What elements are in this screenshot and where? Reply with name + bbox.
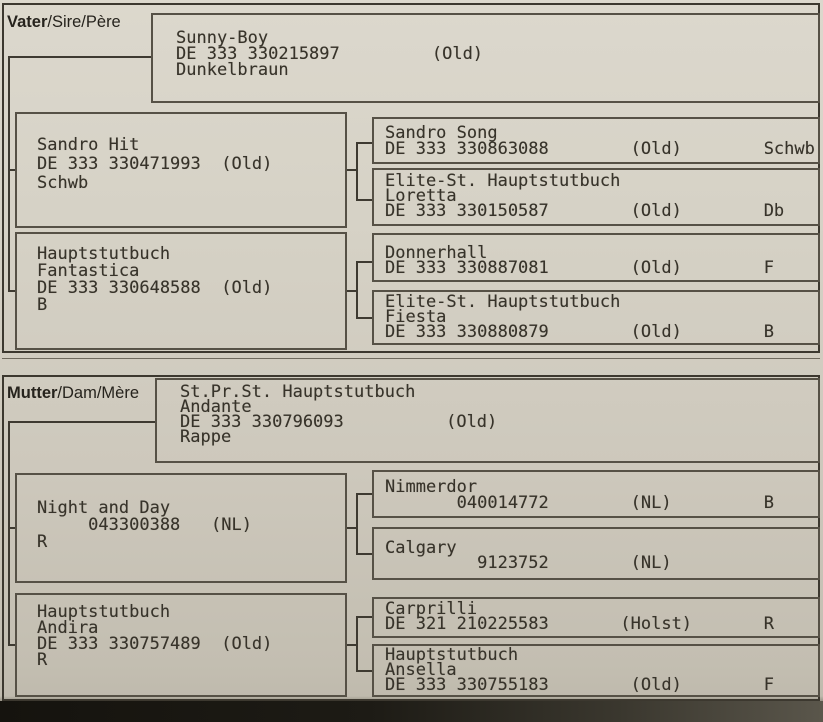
horse-name: Donnerhall: [385, 243, 488, 263]
horse-title: Hauptstutbuch: [37, 602, 171, 622]
sire-label-primary: Vater: [7, 13, 48, 31]
connector-line: [8, 56, 10, 292]
horse-name: Fantastica: [37, 261, 140, 281]
horse-registration-line: DE 333 330863088 (Old) Schwb: [385, 139, 815, 159]
connector-line: [8, 421, 10, 646]
scan-edge-bottom: [0, 701, 823, 722]
horse-name: Calgary: [385, 538, 457, 558]
horse-registration-line: 040014772 (NL) B: [385, 493, 774, 513]
horse-registration-line: DE 333 330150587 (Old) Db: [385, 201, 785, 221]
connector-line: [356, 493, 372, 495]
dam-label-secondary: /Dam/Mère: [57, 384, 140, 402]
horse-name: Sunny-Boy: [176, 28, 269, 48]
connector-line: [356, 616, 358, 672]
pedigree-box-dam: St.Pr.St. Hauptstutbuch Andante DE 333 3…: [155, 378, 820, 463]
sire-label-secondary: /Sire/Père: [47, 13, 121, 31]
pedigree-box-sire: Sunny-Boy DE 333 330215897 (Old) Dunkelb…: [151, 13, 820, 103]
connector-line: [356, 670, 372, 672]
horse-registration-line: DE 321 210225583 (Holst) R: [385, 614, 774, 634]
horse-name: Sandro Hit: [37, 135, 140, 155]
connector-line: [356, 553, 372, 555]
horse-color: B: [37, 295, 48, 315]
horse-registration-line: 9123752 (NL): [385, 553, 672, 573]
horse-name: Loretta: [385, 186, 457, 206]
connector-line: [8, 56, 151, 58]
pedigree-box-sire-paternal-grandsire: Sandro Song DE 333 330863088 (Old) Schwb: [372, 117, 820, 164]
pedigree-box-sire-paternal-granddam: Elite-St. Hauptstutbuch Loretta DE 333 3…: [372, 168, 820, 226]
pedigree-box-dam-maternal-grandsire: Carprilli DE 321 210225583 (Holst) R: [372, 597, 820, 638]
horse-name: Carprilli: [385, 599, 478, 619]
horse-registration-line: DE 333 330471993 (Old): [37, 154, 273, 174]
horse-registration-line: DE 333 330880879 (Old) B: [385, 322, 774, 342]
pedigree-box-dam-paternal-grandsire: Nimmerdor 040014772 (NL) B: [372, 470, 820, 518]
horse-title: Hauptstutbuch: [37, 244, 171, 264]
pedigree-box-dam-father: Night and Day 043300388 (NL) R: [15, 473, 347, 583]
horse-registration-line: DE 333 330215897 (Old): [176, 44, 484, 64]
pedigree-box-dam-paternal-granddam: Calgary 9123752 (NL): [372, 527, 820, 580]
horse-name: Night and Day: [37, 498, 171, 518]
horse-name: Andira: [37, 618, 99, 638]
horse-color: Rappe: [180, 427, 232, 447]
connector-line: [347, 527, 358, 529]
connector-line: [8, 169, 16, 171]
horse-name: Fiesta: [385, 307, 447, 327]
connector-line: [347, 169, 358, 171]
connector-line: [347, 290, 358, 292]
horse-title: St.Pr.St. Hauptstutbuch: [180, 382, 416, 402]
horse-name: Andante: [180, 397, 252, 417]
connector-line: [8, 644, 16, 646]
connector-line: [356, 317, 372, 319]
horse-name: Ansella: [385, 660, 457, 680]
horse-registration-line: DE 333 330755183 (Old) F: [385, 675, 774, 695]
connector-line: [356, 142, 358, 201]
pedigree-box-dam-maternal-granddam: Hauptstutbuch Ansella DE 333 330755183 (…: [372, 644, 820, 697]
horse-color: Schwb: [37, 173, 89, 193]
connector-line: [356, 493, 358, 555]
horse-color: R: [37, 650, 48, 670]
scan-shadow: [0, 696, 823, 704]
pedigree-box-sire-maternal-granddam: Elite-St. Hauptstutbuch Fiesta DE 333 33…: [372, 290, 820, 345]
pedigree-box-dam-mother: Hauptstutbuch Andira DE 333 330757489 (O…: [15, 593, 347, 697]
dam-label-primary: Mutter: [7, 384, 58, 402]
connector-line: [356, 616, 372, 618]
horse-registration-line: DE 333 330648588 (Old): [37, 278, 273, 298]
pedigree-box-sire-mother: Hauptstutbuch Fantastica DE 333 33064858…: [15, 232, 347, 350]
horse-title: Elite-St. Hauptstutbuch: [385, 171, 621, 191]
connector-line: [356, 142, 372, 144]
connector-line: [8, 421, 155, 423]
connector-line: [356, 261, 358, 319]
connector-line: [347, 644, 358, 646]
pedigree-box-sire-father: Sandro Hit DE 333 330471993 (Old) Schwb: [15, 112, 347, 228]
connector-line: [8, 290, 16, 292]
pedigree-box-sire-maternal-grandsire: Donnerhall DE 333 330887081 (Old) F: [372, 233, 820, 282]
horse-registration-line: DE 333 330757489 (Old): [37, 634, 273, 654]
connector-line: [8, 527, 16, 529]
horse-color: R: [37, 532, 48, 552]
horse-color: Dunkelbraun: [176, 60, 289, 80]
horse-registration-line: DE 333 330796093 (Old): [180, 412, 498, 432]
horse-name: Sandro Song: [385, 123, 498, 143]
sire-section-shadow-line: [2, 358, 820, 359]
horse-title: Elite-St. Hauptstutbuch: [385, 292, 621, 312]
horse-name: Nimmerdor: [385, 477, 478, 497]
horse-title: Hauptstutbuch: [385, 645, 519, 665]
sire-section-label: Vater/Sire/Père: [7, 13, 121, 32]
connector-line: [356, 261, 372, 263]
horse-registration-line: 043300388 (NL): [37, 515, 252, 535]
connector-line: [356, 199, 372, 201]
horse-registration-line: DE 333 330887081 (Old) F: [385, 258, 774, 278]
dam-section-label: Mutter/Dam/Mère: [7, 384, 139, 403]
